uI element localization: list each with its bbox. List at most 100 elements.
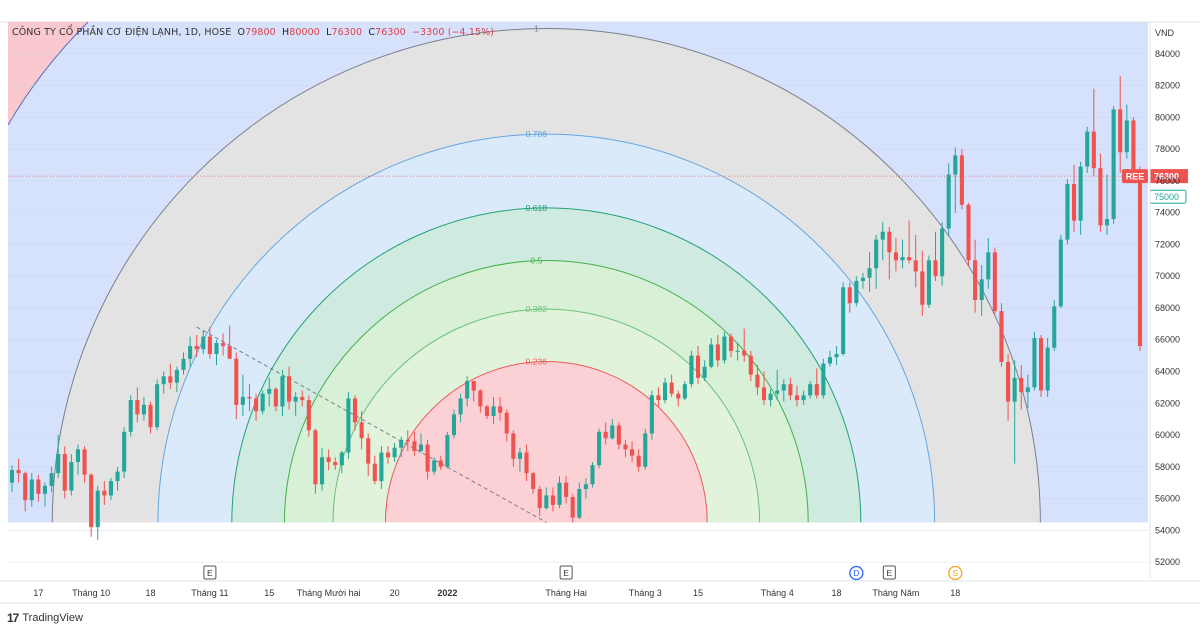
candle-100[interactable] [669,374,674,397]
candle-2[interactable] [23,471,28,512]
candle-72[interactable] [484,404,489,420]
candle-90[interactable] [603,422,608,445]
candle-18[interactable] [128,395,133,437]
candle-12[interactable] [89,473,94,537]
candle-15[interactable] [108,477,113,501]
candle-169[interactable] [1124,104,1129,159]
candle-167[interactable] [1111,106,1116,224]
candle-121[interactable] [808,381,813,399]
candle-106[interactable] [709,338,714,369]
candle-157[interactable] [1045,338,1050,397]
candle-11[interactable] [82,446,87,483]
candle-40[interactable] [273,387,278,412]
candle-133[interactable] [887,226,892,280]
candle-170[interactable] [1131,117,1136,177]
candle-93[interactable] [623,439,628,458]
candle-30[interactable] [207,327,212,359]
candle-128[interactable] [854,276,859,307]
event-E-icon[interactable]: E [559,565,573,580]
candle-70[interactable] [471,381,476,402]
candle-17[interactable] [122,427,127,478]
candle-97[interactable] [649,390,654,440]
candle-107[interactable] [715,334,720,367]
candle-158[interactable] [1052,300,1057,351]
candle-147[interactable] [979,265,984,316]
candle-20[interactable] [141,396,146,421]
candle-166[interactable] [1104,174,1110,235]
candle-102[interactable] [682,381,687,401]
candle-118[interactable] [788,377,793,401]
candle-55[interactable] [372,455,377,485]
candle-82[interactable] [550,487,555,512]
candle-48[interactable] [326,449,331,470]
candle-117[interactable] [781,379,786,402]
candle-160[interactable] [1065,179,1070,245]
candle-75[interactable] [504,409,509,442]
candle-83[interactable] [557,476,562,509]
candle-57[interactable] [385,446,391,464]
candle-116[interactable] [775,369,780,401]
candle-149[interactable] [992,247,997,315]
candle-162[interactable] [1078,161,1083,235]
candle-77[interactable] [517,447,522,472]
event-S-icon[interactable]: S [948,565,963,581]
candle-52[interactable] [352,395,358,431]
candle-145[interactable] [966,203,971,267]
candle-27[interactable] [188,336,193,367]
candle-66[interactable] [445,431,450,469]
candle-51[interactable] [346,392,351,459]
candle-54[interactable] [366,433,371,477]
candle-109[interactable] [728,333,734,358]
candle-68[interactable] [458,393,463,423]
candle-99[interactable] [663,377,668,404]
event-E-icon[interactable]: E [203,565,217,580]
candle-130[interactable] [867,252,872,293]
candle-127[interactable] [847,282,852,313]
candle-136[interactable] [907,220,912,264]
candle-112[interactable] [748,350,753,382]
candle-86[interactable] [577,482,582,520]
candle-152[interactable] [1012,360,1017,464]
candle-7[interactable] [56,435,61,478]
candle-155[interactable] [1032,331,1037,391]
candle-41[interactable] [280,369,285,416]
candle-0[interactable] [9,465,15,493]
candle-144[interactable] [959,149,964,210]
candle-168[interactable] [1118,76,1123,173]
candle-23[interactable] [161,371,166,394]
candle-132[interactable] [880,222,885,261]
candle-135[interactable] [900,239,905,269]
candle-44[interactable] [300,390,305,407]
candle-1[interactable] [16,458,21,483]
candle-122[interactable] [814,368,819,399]
candle-141[interactable] [940,222,945,286]
candle-148[interactable] [986,238,991,289]
candle-3[interactable] [29,473,34,507]
candle-4[interactable] [36,474,41,502]
event-D-icon[interactable]: D [849,565,864,581]
candle-35[interactable] [240,374,245,416]
candle-153[interactable] [1019,365,1024,410]
candle-139[interactable] [926,255,931,308]
candle-39[interactable] [267,377,272,407]
candle-165[interactable] [1098,153,1103,232]
candle-124[interactable] [827,350,833,367]
candle-85[interactable] [570,493,575,523]
candle-134[interactable] [893,238,898,272]
candle-146[interactable] [973,239,978,313]
candle-49[interactable] [333,457,338,470]
candle-73[interactable] [491,396,496,424]
candle-137[interactable] [913,234,918,288]
candle-24[interactable] [168,363,173,389]
candle-37[interactable] [254,393,259,421]
candle-87[interactable] [583,477,588,499]
candle-62[interactable] [418,433,424,453]
candle-140[interactable] [933,231,938,281]
candle-10[interactable] [75,444,81,475]
candle-156[interactable] [1039,334,1044,397]
candle-26[interactable] [181,352,186,375]
candle-21[interactable] [148,401,153,434]
candle-111[interactable] [742,328,747,362]
candle-105[interactable] [702,360,707,382]
tradingview-brand[interactable]: 17 TradingView [7,611,83,625]
